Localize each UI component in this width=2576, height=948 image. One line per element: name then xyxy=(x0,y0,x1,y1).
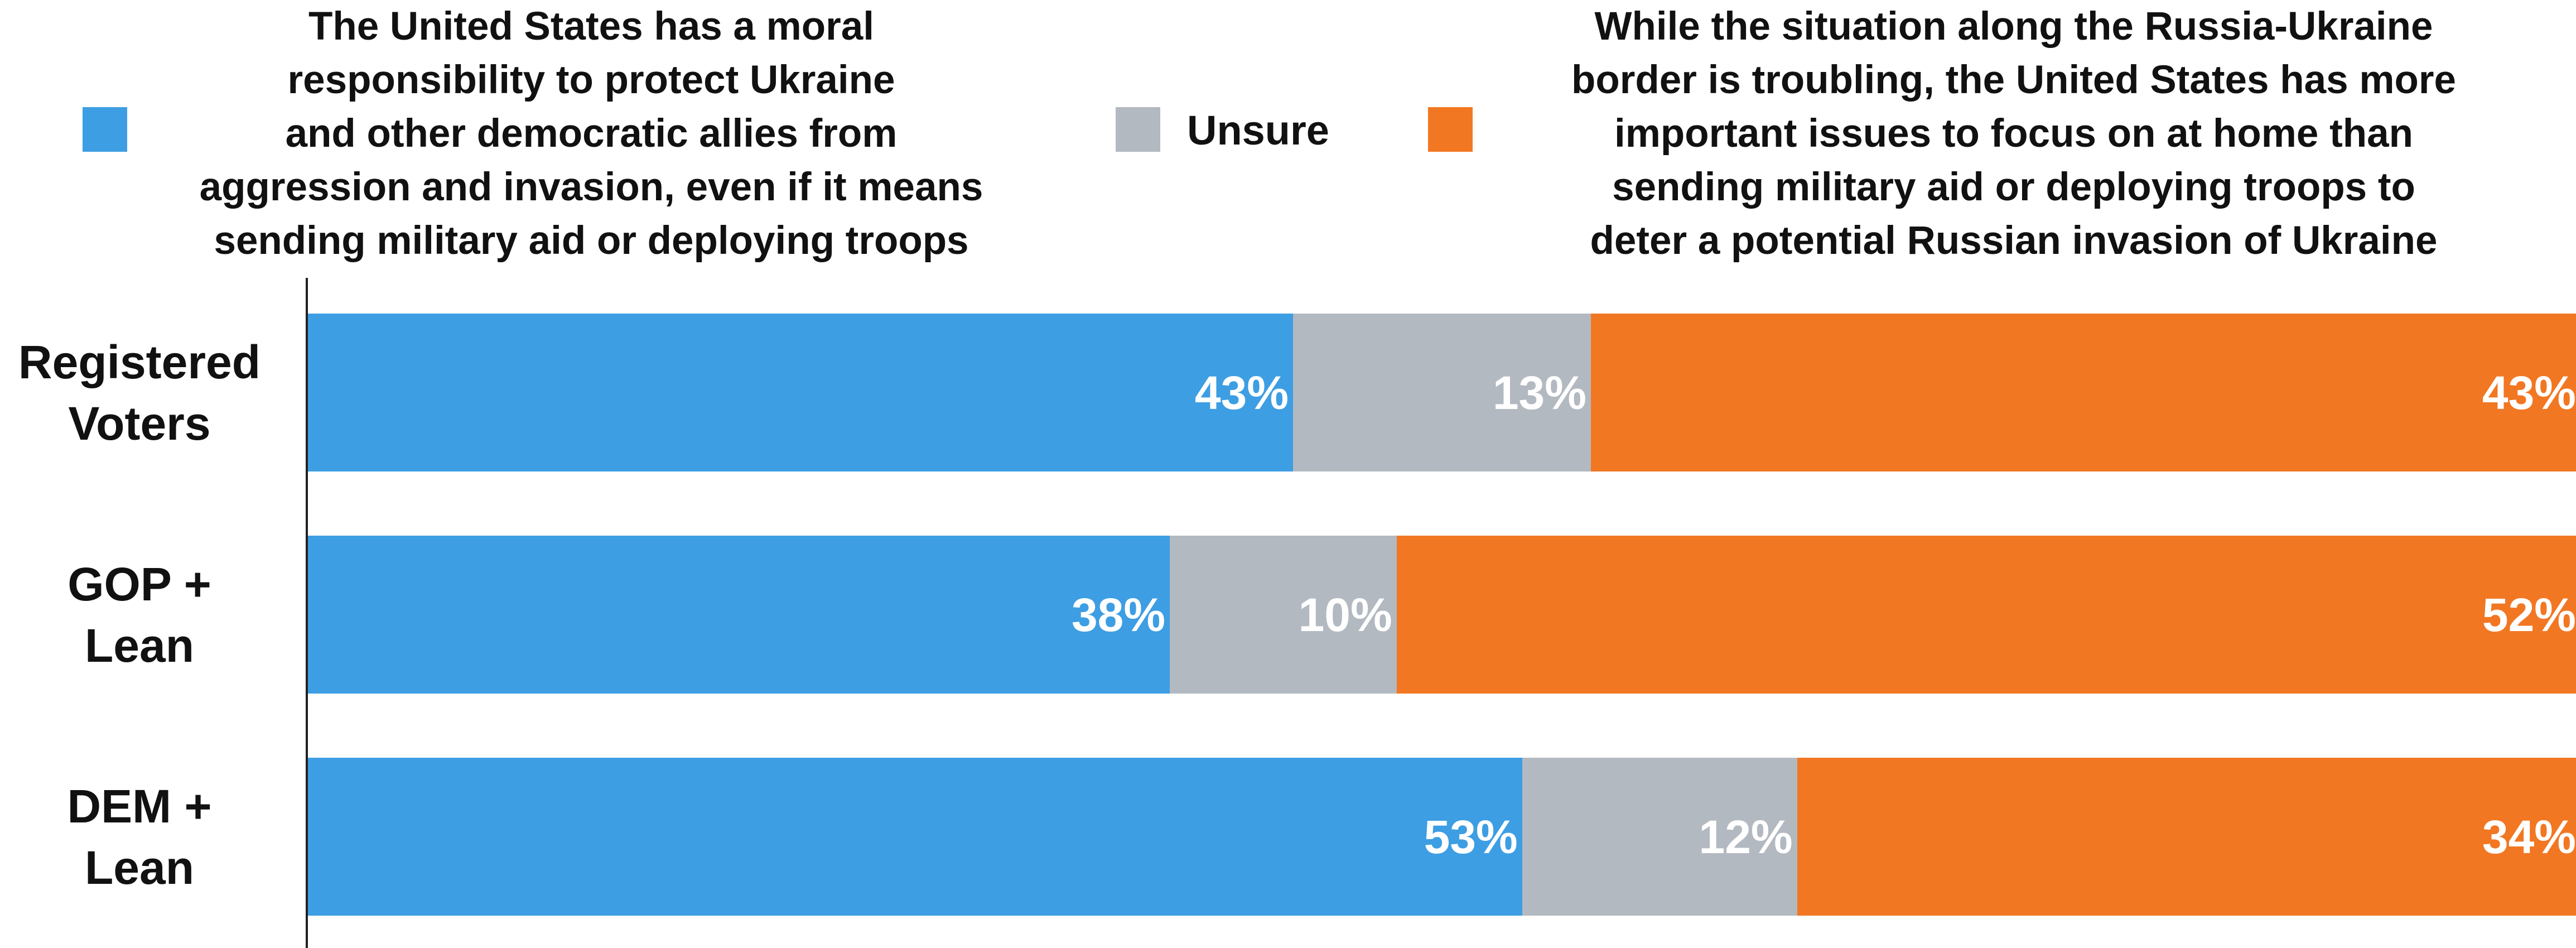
row-label-line: Voters xyxy=(68,397,211,450)
legend-label-line: deter a potential Russian invasion of Uk… xyxy=(1590,219,2438,263)
legend-label-line: sending military aid or deploying troops… xyxy=(1612,165,2415,209)
legend-label-line: important issues to focus on at home tha… xyxy=(1614,112,2413,156)
bar-segment xyxy=(308,758,1522,916)
row-label-line: GOP + xyxy=(67,557,211,610)
bar-segment xyxy=(1293,314,1591,471)
row-label-line: DEM + xyxy=(67,779,212,832)
row-label: Registered Voters xyxy=(0,331,279,454)
legend-swatch-support xyxy=(83,107,127,152)
row-label: DEM + Lean xyxy=(0,776,279,898)
data-label: 34% xyxy=(2482,810,2576,863)
bar-segment xyxy=(308,314,1294,471)
legend-swatch-home xyxy=(1428,107,1473,152)
bar-segment xyxy=(1590,314,2576,471)
data-label: 10% xyxy=(1298,588,1392,641)
legend-label-unsure: Unsure xyxy=(1187,107,1329,153)
bar-segment xyxy=(1170,536,1397,694)
row-label-line: Lean xyxy=(84,619,195,672)
data-label: 13% xyxy=(1492,366,1586,419)
legend-label-line: aggression and invasion, even if it mean… xyxy=(199,165,983,209)
legend-label-line: border is troubling, the United States h… xyxy=(1571,58,2456,102)
bar-segment xyxy=(1396,536,2576,694)
legend-label-line: The United States has a moral xyxy=(308,4,874,49)
bar-segment xyxy=(1522,758,1797,916)
legend-label-support: The United States has a moral responsibi… xyxy=(134,0,1049,268)
data-label: 12% xyxy=(1699,810,1793,863)
row-label: GOP + Lean xyxy=(0,554,279,676)
legend-label-line: and other democratic allies from xyxy=(285,112,898,156)
data-label: 38% xyxy=(1071,588,1166,641)
data-label: 52% xyxy=(2482,588,2576,641)
legend-label-home: While the situation along the Russia-Ukr… xyxy=(1473,0,2555,268)
data-label: 43% xyxy=(1194,366,1289,419)
data-label: 53% xyxy=(1424,810,1518,863)
legend-swatch-unsure xyxy=(1116,107,1160,152)
row-label-line: Lean xyxy=(84,841,195,894)
legend-label-line: While the situation along the Russia-Ukr… xyxy=(1594,4,2433,49)
row-label-line: Registered xyxy=(18,335,261,388)
y-axis-line xyxy=(306,278,308,948)
legend-label-line: sending military aid or deploying troops xyxy=(214,219,969,263)
bar-segment xyxy=(308,536,1170,694)
data-label: 43% xyxy=(2482,366,2576,419)
legend-label-line: responsibility to protect Ukraine xyxy=(287,58,895,102)
bar-segment xyxy=(1797,758,2576,916)
